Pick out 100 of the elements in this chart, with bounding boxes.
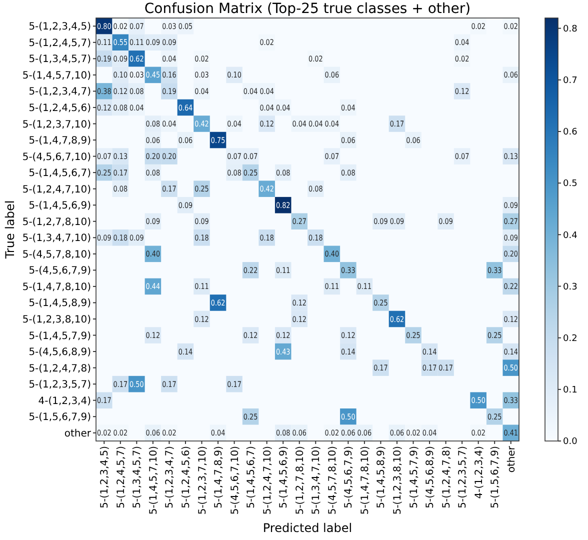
data-label: 0.12 (504, 314, 522, 324)
y-tick-label: 5-(1,3,4,5,7) (28, 54, 92, 66)
data-label: 0.08 (276, 428, 294, 438)
data-label: 0.02 (324, 428, 343, 438)
data-label: 0.07 (97, 152, 115, 162)
x-tick-label: 5-(1,4,5,7,10) (148, 446, 160, 515)
data-label: 0.06 (504, 70, 522, 80)
data-label: 0.19 (162, 87, 180, 96)
y-tick-label: 5-(1,4,7,8,9) (28, 136, 92, 147)
data-label: 0.40 (146, 250, 164, 259)
y-tick-label: 5-(1,2,3,8,10) (22, 314, 92, 326)
data-label: 0.33 (341, 266, 359, 275)
data-label: 0.27 (292, 217, 310, 226)
y-tick-label: 5-(1,2,7,8,10) (22, 216, 92, 228)
data-label: 0.08 (227, 168, 245, 178)
data-label: 0.04 (324, 120, 343, 129)
data-label: 0.06 (357, 428, 376, 438)
data-label: 0.08 (146, 168, 164, 178)
data-label: 0.17 (374, 364, 392, 373)
data-label: 0.02 (113, 22, 132, 31)
x-tick-label: 5-(4,5,6,8,9) (425, 446, 436, 508)
data-label: 0.25 (243, 168, 262, 178)
data-label: 0.08 (146, 120, 164, 129)
data-label: 0.42 (194, 120, 212, 129)
data-label: 0.12 (243, 331, 262, 340)
y-tick-label: 5-(1,4,7,8,10) (22, 282, 92, 293)
data-label: 0.10 (113, 70, 132, 80)
data-label: 0.06 (341, 136, 359, 145)
data-label: 0.17 (162, 184, 180, 194)
data-label: 0.09 (113, 54, 132, 64)
data-label: 0.75 (210, 136, 229, 145)
data-label: 0.02 (471, 22, 490, 31)
y-tick-label: 5-(1,4,5,7,10) (22, 70, 92, 82)
color-bar-label: 0.6 (563, 128, 578, 138)
data-label: 0.25 (487, 331, 506, 340)
data-label: 0.25 (194, 184, 212, 194)
data-label: 0.25 (487, 412, 506, 422)
data-label: 0.13 (504, 152, 522, 162)
x-tick-label: 5-(1,4,7,8,9) (214, 446, 225, 508)
data-label: 0.13 (113, 152, 132, 162)
data-label: 0.14 (504, 347, 522, 356)
data-label: 0.07 (454, 152, 473, 162)
y-tick-label: 5-(1,2,3,4,7) (28, 86, 92, 98)
x-tick-label: 5-(4,5,7,8,10) (327, 446, 338, 515)
data-label: 0.19 (97, 54, 115, 64)
x-tick-label: 5-(1,2,3,8,10) (392, 446, 404, 515)
data-label: 0.12 (292, 314, 310, 324)
data-label: 0.02 (194, 54, 212, 64)
data-label: 0.02 (97, 428, 115, 438)
x-tick-label: 5-(1,4,5,8,9) (376, 446, 388, 508)
y-tick-label: 5-(1,5,6,7,9) (28, 412, 92, 424)
data-label: 0.50 (341, 412, 359, 422)
color-bar-label: 0.4 (563, 230, 578, 241)
data-label: 0.27 (504, 217, 522, 226)
data-label: 0.09 (146, 38, 164, 48)
data-label: 0.55 (113, 38, 132, 48)
data-label: 0.12 (260, 120, 278, 129)
data-label: 0.09 (504, 200, 522, 210)
data-label: 0.33 (487, 266, 506, 275)
data-label: 0.12 (97, 103, 115, 112)
y-tick-label: 5-(4,5,6,8,9) (28, 347, 92, 358)
y-tick-label: 5-(1,2,3,7,10) (22, 119, 92, 130)
data-label: 0.08 (113, 103, 132, 112)
x-tick-label: 5-(1,2,3,5,7) (458, 446, 469, 508)
data-label: 0.08 (130, 87, 148, 96)
data-label: 0.02 (260, 38, 278, 48)
data-label: 0.22 (504, 282, 522, 292)
data-label: 0.04 (243, 87, 262, 96)
data-label: 0.17 (227, 380, 245, 389)
data-label: 0.08 (308, 184, 326, 194)
x-tick-label: 5-(4,5,6,7,10) (230, 446, 241, 515)
y-tick-label: 5-(4,5,7,8,10) (22, 249, 92, 260)
data-label: 0.82 (276, 200, 294, 210)
data-label: 0.02 (454, 54, 473, 64)
color-bar-label: 0.2 (563, 334, 578, 344)
data-label: 0.42 (260, 184, 278, 194)
data-label: 0.45 (146, 70, 164, 80)
data-label: 0.12 (292, 298, 310, 308)
y-tick-label: 5-(1,2,4,7,8) (28, 363, 92, 374)
data-label: 0.04 (194, 87, 212, 96)
x-tick-label: 5-(1,2,7,8,10) (294, 446, 306, 515)
data-label: 0.62 (210, 298, 229, 308)
data-label: 0.14 (178, 347, 196, 356)
data-label: 0.10 (227, 70, 245, 80)
x-tick-label: 5-(1,5,6,7,9) (490, 446, 502, 508)
data-label: 0.17 (162, 380, 180, 389)
data-label: 0.20 (504, 250, 522, 259)
data-label: 0.33 (504, 396, 522, 406)
y-tick-label: 5-(4,5,6,7,10) (22, 152, 92, 163)
data-label: 0.06 (341, 428, 359, 438)
data-label: 0.04 (308, 120, 326, 129)
y-tick-label: 5-(1,4,5,8,9) (28, 298, 92, 310)
data-label: 0.02 (113, 428, 132, 438)
data-label: 0.09 (194, 217, 212, 226)
data-label: 0.11 (324, 282, 343, 292)
data-label: 0.62 (390, 314, 408, 324)
data-label: 0.17 (438, 364, 456, 373)
data-label: 0.04 (454, 38, 473, 48)
data-label: 0.50 (504, 364, 522, 373)
y-tick-label: 5-(1,2,4,7,10) (22, 184, 92, 196)
